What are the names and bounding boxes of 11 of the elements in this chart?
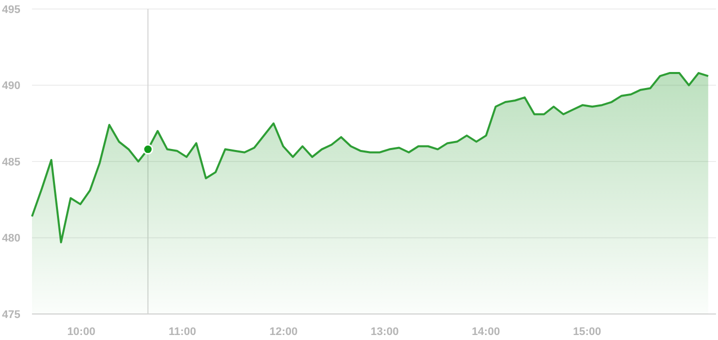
y-tick-label: 490	[2, 80, 20, 92]
x-tick-label: 13:00	[370, 326, 399, 338]
y-tick-label: 475	[2, 308, 20, 321]
x-tick-label: 12:00	[270, 326, 298, 338]
y-tick-label: 480	[2, 232, 20, 245]
x-tick-label: 11:00	[168, 326, 196, 338]
y-tick-label: 485	[2, 156, 20, 168]
x-tick-label: 14:00	[472, 326, 500, 338]
y-tick-label: 495	[2, 4, 20, 16]
x-tick-label: 15:00	[572, 326, 602, 338]
x-tick-label: 10:00	[67, 326, 96, 338]
